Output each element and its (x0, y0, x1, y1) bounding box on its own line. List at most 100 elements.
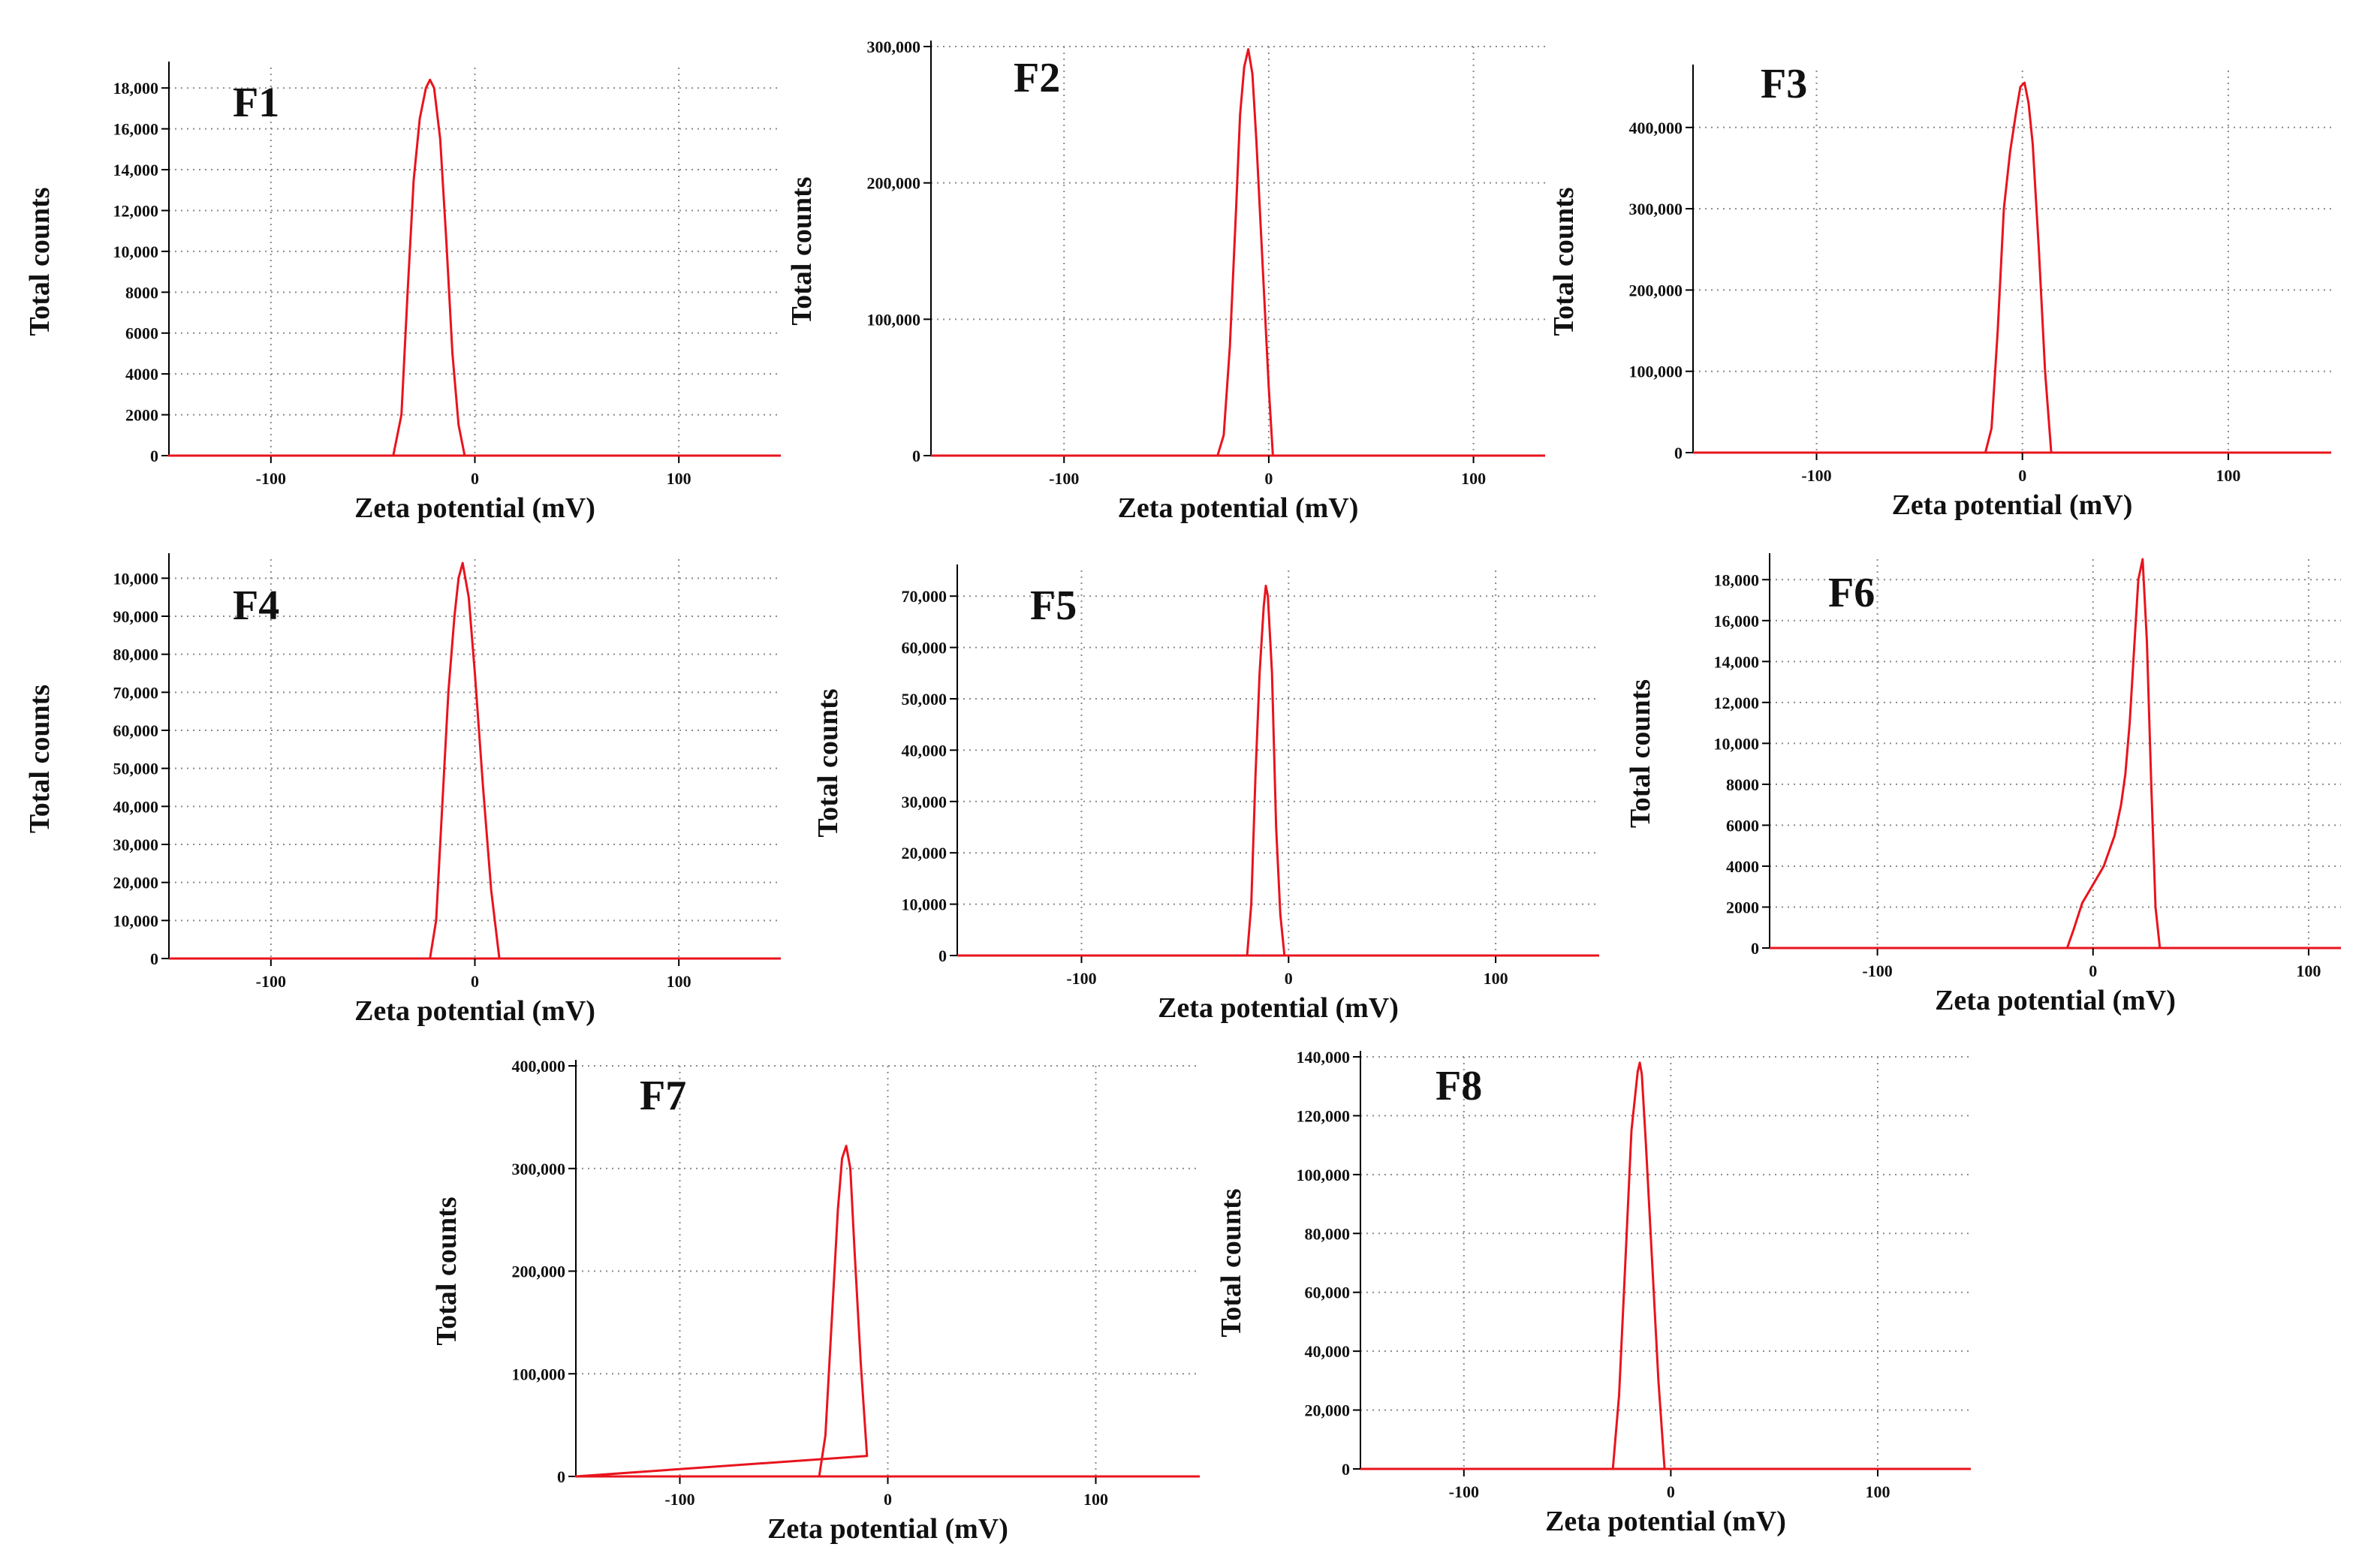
y-tick-label: 200,000 (1629, 281, 1683, 299)
y-tick-label: 70,000 (902, 587, 947, 606)
y-tick-label: 400,000 (512, 1057, 566, 1076)
x-tick-label: 100 (2296, 962, 2321, 980)
x-axis-label: Zeta potential (mV) (1158, 992, 1399, 1024)
y-tick-label: 0 (1342, 1460, 1350, 1479)
y-tick-label: 200,000 (512, 1263, 566, 1281)
y-tick-label: 0 (1674, 444, 1683, 462)
x-tick-label: -100 (256, 469, 286, 488)
y-tick-label: 300,000 (512, 1160, 566, 1178)
y-tick-label: 120,000 (1297, 1106, 1351, 1125)
x-tick-label: 100 (2216, 466, 2240, 485)
y-axis-label: Total counts (786, 176, 818, 325)
chart-panel-F1: 0 2000 4000 6000 8000 10,000 12,000 14,000 16,00… (24, 62, 781, 524)
y-tick-label: 8000 (1726, 775, 1759, 794)
y-tick-label: 300,000 (1629, 200, 1683, 218)
y-tick-label: 300,000 (867, 38, 921, 56)
x-tick-label: 0 (471, 972, 479, 991)
y-tick-label: 18,000 (1714, 570, 1760, 589)
panel-title: F6 (1828, 570, 1875, 616)
x-axis-label: Zeta potential (mV) (354, 995, 595, 1027)
y-tick-label: 30,000 (902, 793, 947, 811)
chart-panel-F7: 0 100,000 200,000 300,000 400,000 -100 0 100 Zet… (431, 1057, 1200, 1545)
y-axis-label: Total counts (1216, 1188, 1247, 1337)
y-tick-label: 0 (1751, 939, 1759, 958)
x-axis-label: Zeta potential (mV) (354, 492, 595, 524)
y-tick-label: 4000 (125, 365, 158, 384)
y-axis-label: Total counts (812, 688, 844, 837)
chart-panel-F4: 0 10,000 20,000 30,000 40,000 50,000 60,000 70,… (24, 553, 781, 1027)
x-axis-label: Zeta potential (mV) (1935, 985, 2176, 1016)
y-tick-label: 60,000 (902, 639, 947, 658)
series-line-F2 (931, 48, 1545, 457)
panel-title: F7 (640, 1073, 686, 1119)
y-tick-label: 10,000 (902, 895, 947, 914)
panel-title: F2 (1014, 55, 1060, 101)
x-tick-label: 0 (471, 469, 479, 488)
y-axis-label: Total counts (24, 187, 56, 336)
y-tick-label: 100,000 (1297, 1166, 1351, 1184)
y-tick-label: 50,000 (902, 690, 947, 709)
x-tick-label: 100 (1083, 1490, 1108, 1509)
y-tick-label: 6000 (1726, 816, 1759, 835)
y-tick-label: 10,000 (113, 242, 159, 261)
y-tick-label: 70,000 (113, 683, 159, 702)
x-tick-label: 0 (1285, 969, 1293, 988)
x-axis-label: Zeta potential (mV) (1892, 489, 2133, 521)
y-tick-label: 0 (150, 950, 158, 968)
chart-panel-F6: 0 2000 4000 6000 8000 10,000 12,000 14,000 16,00… (1625, 553, 2341, 1016)
x-tick-label: 100 (1461, 469, 1486, 488)
y-tick-label: 30,000 (113, 835, 159, 854)
series-line-F6 (1770, 558, 2341, 950)
y-tick-label: 0 (557, 1467, 565, 1486)
x-tick-label: 100 (667, 469, 691, 488)
y-tick-label: 400,000 (1629, 119, 1683, 137)
series-line-F5 (957, 585, 1599, 957)
y-tick-label: 0 (150, 447, 158, 465)
y-tick-label: 2000 (1726, 898, 1759, 916)
x-tick-label: 0 (1264, 469, 1273, 488)
x-tick-label: 0 (2018, 466, 2026, 485)
y-tick-label: 10,000 (113, 569, 159, 588)
panel-title: F1 (233, 80, 279, 126)
y-tick-label: 80,000 (1305, 1224, 1351, 1243)
y-tick-label: 0 (912, 447, 920, 465)
y-tick-label: 200,000 (867, 174, 921, 193)
chart-panel-F5: 0 10,000 20,000 30,000 40,000 50,000 60,000 70,… (812, 564, 1599, 1024)
y-tick-label: 18,000 (113, 79, 159, 98)
y-tick-label: 8000 (125, 283, 158, 302)
x-tick-label: -100 (256, 972, 286, 991)
y-tick-label: 50,000 (113, 760, 159, 778)
y-axis-label: Total counts (431, 1196, 462, 1345)
chart-panel-F8: 0 20,000 40,000 60,000 80,000 100,000 120,000 1… (1216, 1048, 1971, 1537)
x-tick-label: -100 (1862, 962, 1892, 980)
chart-panel-F2: 0 100,000 200,000 300,000 -100 0 100 Zeta poten… (786, 38, 1545, 524)
y-tick-label: 100,000 (512, 1365, 566, 1383)
y-axis-label: Total counts (1548, 187, 1580, 336)
y-tick-label: 60,000 (113, 721, 159, 740)
panel-title: F5 (1030, 582, 1077, 629)
y-tick-label: 6000 (125, 324, 158, 343)
x-tick-label: 100 (1484, 969, 1508, 988)
y-tick-label: 2000 (125, 406, 158, 425)
x-tick-label: 0 (884, 1490, 892, 1509)
y-tick-label: 140,000 (1297, 1048, 1351, 1067)
y-tick-label: 16,000 (113, 120, 159, 139)
y-tick-label: 20,000 (1305, 1401, 1351, 1420)
y-tick-label: 90,000 (113, 607, 159, 626)
x-axis-label: Zeta potential (mV) (1118, 492, 1359, 524)
y-tick-label: 100,000 (1629, 363, 1683, 381)
y-axis-label: Total counts (24, 685, 56, 833)
x-axis-label: Zeta potential (mV) (767, 1513, 1008, 1545)
y-tick-label: 10,000 (1714, 734, 1760, 753)
panel-title: F3 (1761, 61, 1807, 107)
y-tick-label: 60,000 (1305, 1284, 1351, 1302)
series-line-F8 (1360, 1061, 1971, 1470)
y-axis-label: Total counts (1625, 679, 1656, 828)
x-tick-label: 100 (1865, 1482, 1890, 1501)
y-tick-label: 40,000 (1305, 1342, 1351, 1361)
y-tick-label: 0 (938, 947, 947, 965)
x-tick-label: 0 (1667, 1482, 1675, 1501)
x-tick-label: -100 (1066, 969, 1096, 988)
y-tick-label: 100,000 (867, 310, 921, 329)
